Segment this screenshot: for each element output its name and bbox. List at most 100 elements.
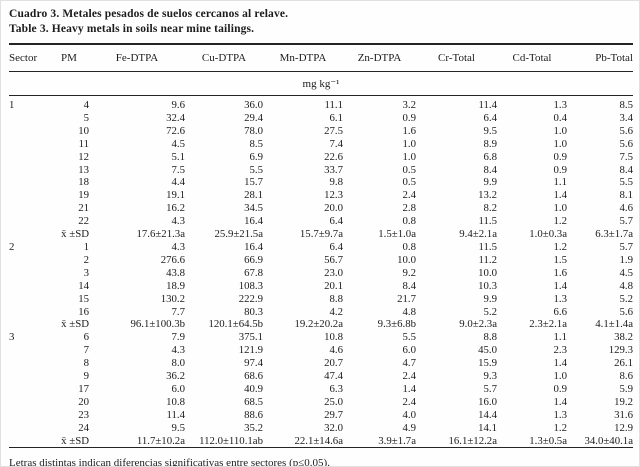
value-cell: 16.0	[478, 395, 497, 408]
value-cell: 66.9	[244, 253, 263, 266]
value-cell: 4.5	[171, 137, 186, 150]
sector-summary-row: x̄ ±SD 11.7±10.2a 112.0±110.1ab 22.1±14.6a 3…	[9, 435, 633, 448]
pm-cell: 15	[78, 292, 89, 305]
value-cell: 28.1	[244, 189, 263, 202]
pm-cell: 1	[83, 240, 89, 253]
value-cell: 11.4	[478, 99, 498, 111]
table-row: 19 19.1 28.1 12.3 2.4 13.2 1.4 8.1	[9, 189, 633, 202]
value-cell: 0.5	[402, 176, 417, 189]
value-cell: 2.3	[553, 344, 568, 357]
value-cell: 222.9	[238, 292, 263, 305]
value-cell: 0.9	[553, 163, 568, 176]
sector-summary-row: x̄ ±SD 96.1±100.3b 120.1±64.5b 19.2±20.2a 9.…	[9, 318, 633, 331]
value-cell: 16.4	[244, 215, 263, 228]
table-row: 24 9.5 35.2 32.0 4.9 14.1 1.2 12.9	[9, 422, 633, 435]
sector-cell: 2	[9, 240, 15, 253]
value-cell: 4.2	[329, 305, 344, 318]
sector-cell	[9, 112, 49, 125]
column-header-cd-total: Cd-Total	[497, 43, 567, 72]
value-cell: 8.5	[249, 137, 264, 150]
value-cell: 9.9	[483, 176, 498, 189]
summary-value-cell: 16.1±12.2a	[448, 434, 497, 447]
table-row: 11 4.5 8.5 7.4 1.0 8.9 1.0 5.6	[9, 138, 633, 151]
value-cell: 27.5	[324, 124, 343, 137]
value-cell: 97.4	[244, 357, 263, 370]
value-cell: 4.6	[329, 344, 344, 357]
value-cell: 10.0	[478, 266, 497, 279]
table-row: 5 32.4 29.4 6.1 0.9 6.4 0.4 3.4	[9, 112, 633, 125]
value-cell: 1.2	[553, 240, 568, 253]
pm-cell: 5	[83, 111, 89, 124]
sector-cell	[9, 202, 49, 215]
value-cell: 10.8	[166, 395, 185, 408]
value-cell: 5.2	[483, 305, 498, 318]
value-cell: 1.4	[553, 189, 568, 202]
value-cell: 9.5	[171, 421, 186, 434]
table-row: 12 5.1 6.9 22.6 1.0 6.8 0.9 7.5	[9, 151, 633, 164]
value-cell: 68.5	[244, 395, 263, 408]
value-cell: 11.1	[324, 99, 344, 111]
value-cell: 0.5	[402, 163, 417, 176]
sector-cell	[9, 138, 49, 151]
value-cell: 276.6	[160, 253, 185, 266]
value-cell: 14.1	[478, 421, 497, 434]
value-cell: 6.4	[329, 215, 344, 228]
summary-value-cell: 19.2±20.2a	[294, 318, 343, 331]
value-cell: 4.3	[171, 344, 186, 357]
value-cell: 6.9	[249, 150, 264, 163]
value-cell: 9.8	[329, 176, 344, 189]
value-cell: 11.5	[478, 215, 498, 228]
value-cell: 8.2	[483, 202, 498, 215]
value-cell: 36.2	[166, 370, 185, 383]
sector-cell	[9, 396, 49, 409]
sector-cell	[9, 357, 49, 370]
sector-cell	[9, 254, 49, 267]
value-cell: 16.4	[244, 240, 263, 253]
value-cell: 20.0	[324, 202, 343, 215]
summary-value-cell: 9.0±2.3a	[459, 318, 497, 331]
value-cell: 7.5	[619, 150, 634, 163]
pm-cell: 18	[78, 176, 89, 189]
sector-summary-row: x̄ ±SD 17.6±21.3a 25.9±21.5a 15.7±9.7a 1.5±1…	[9, 228, 633, 241]
value-cell: 4.9	[402, 421, 417, 434]
unit-row: mg kg⁻¹	[9, 71, 633, 96]
summary-value-cell: 1.5±1.0a	[378, 228, 416, 241]
summary-value-cell: 9.3±6.8b	[377, 318, 416, 331]
value-cell: 1.6	[553, 266, 568, 279]
value-cell: 3.2	[402, 99, 417, 111]
pm-cell: 19	[78, 189, 89, 202]
mean-label-cell: x̄ ±SD	[61, 228, 89, 241]
value-cell: 38.2	[614, 331, 633, 344]
value-cell: 7.7	[171, 305, 186, 318]
value-cell: 20.7	[324, 357, 343, 370]
value-cell: 6.4	[329, 240, 344, 253]
value-cell: 5.6	[619, 137, 634, 150]
table-row: 7 4.3 121.9 4.6 6.0 45.0 2.3 129.3	[9, 344, 633, 357]
value-cell: 6.3	[329, 382, 344, 395]
value-cell: 16.2	[166, 202, 185, 215]
significance-footnote: Letras distintas indican diferencias sig…	[9, 457, 330, 467]
pm-cell: 8	[83, 357, 89, 370]
column-header-pb-total: Pb-Total	[567, 43, 633, 72]
value-cell: 8.8	[329, 292, 344, 305]
summary-value-cell: 25.9±21.5a	[214, 228, 263, 241]
value-cell: 56.7	[324, 253, 343, 266]
value-cell: 23.0	[324, 266, 343, 279]
pm-cell: 12	[78, 150, 89, 163]
mean-label-cell: x̄ ±SD	[61, 434, 89, 447]
value-cell: 20.1	[324, 279, 343, 292]
value-cell: 67.8	[244, 266, 263, 279]
value-cell: 72.6	[166, 124, 185, 137]
value-cell: 0.9	[402, 111, 417, 124]
value-cell: 1.0	[553, 370, 568, 383]
value-cell: 7.5	[171, 163, 186, 176]
sector-cell	[9, 383, 49, 396]
unit-label: mg kg⁻¹	[9, 71, 633, 96]
pm-cell: 6	[83, 331, 89, 344]
pm-cell: 24	[78, 421, 89, 434]
value-cell: 1.4	[553, 357, 568, 370]
table-row: 3 43.8 67.8 23.0 9.2 10.0 1.6 4.5	[9, 267, 633, 280]
value-cell: 6.0	[171, 382, 186, 395]
value-cell: 1.3	[553, 408, 568, 421]
